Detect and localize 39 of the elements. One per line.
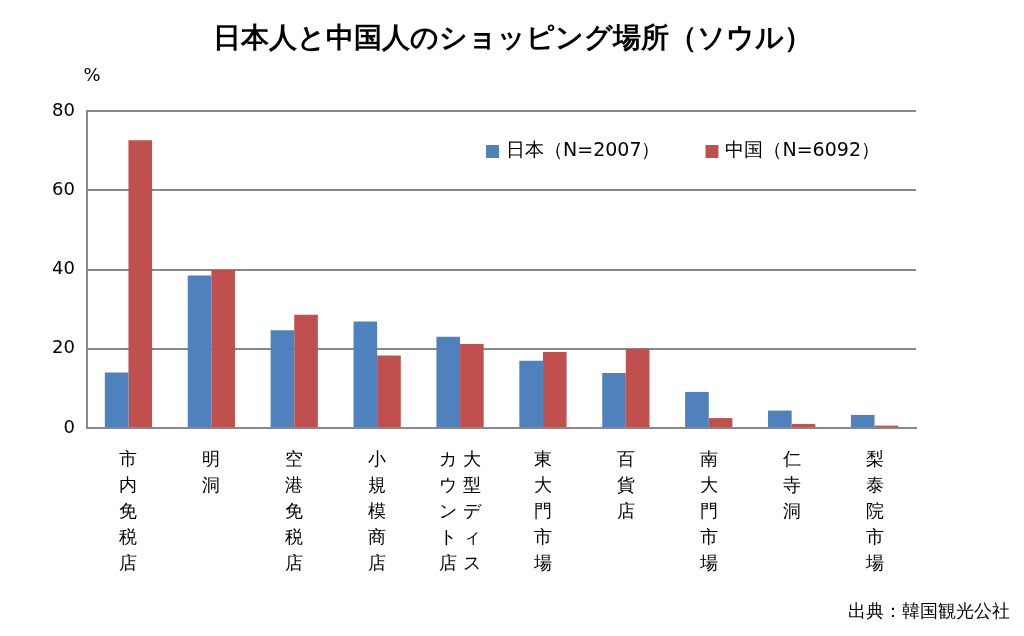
x-tick-label: 小規模商店 [368, 447, 387, 575]
bar [542, 351, 567, 427]
x-tick-label: 東大門市場 [533, 447, 552, 575]
bar [211, 269, 235, 427]
x-tick-label: 南大門市場 [699, 447, 718, 575]
x-tick-label: 空港免税店 [285, 447, 304, 575]
bar [104, 372, 129, 427]
bar [685, 391, 709, 427]
bar [436, 336, 461, 427]
bar [353, 321, 378, 427]
y-tick-label: 60 [52, 177, 75, 199]
chart-title: 日本人と中国人のショッピング場所（ソウル） [212, 21, 812, 55]
legend-label: 日本（N=2007） [506, 137, 661, 160]
bar [187, 275, 212, 427]
source-note: 出典：韓国観光公社 [848, 599, 1010, 621]
legend-label: 中国（N=6092） [725, 137, 880, 160]
bar [460, 344, 484, 427]
bar [791, 424, 816, 427]
x-tick-label: 百貨店 [616, 447, 635, 523]
bar [377, 355, 401, 427]
y-tick-label: 80 [52, 98, 75, 120]
y-tick-label: 0 [63, 415, 75, 437]
x-tick-label: 市内免税店 [119, 447, 138, 575]
y-axis-title: % [83, 63, 101, 85]
bar [128, 140, 153, 427]
bar [294, 314, 318, 427]
bar [519, 360, 543, 427]
y-tick-label: 40 [52, 257, 75, 279]
category-label: 大型ディスカウント店 [439, 448, 482, 573]
x-tick-label: 明洞 [202, 447, 221, 497]
x-tick-label: 仁寺洞 [782, 447, 801, 523]
bar [602, 372, 626, 427]
bar [625, 348, 650, 427]
bar [768, 410, 792, 427]
y-tick-label: 20 [52, 336, 75, 358]
bar [270, 330, 295, 427]
x-tick-label: 梨泰院市場 [865, 447, 884, 575]
bar [850, 414, 875, 427]
bar [708, 418, 733, 427]
